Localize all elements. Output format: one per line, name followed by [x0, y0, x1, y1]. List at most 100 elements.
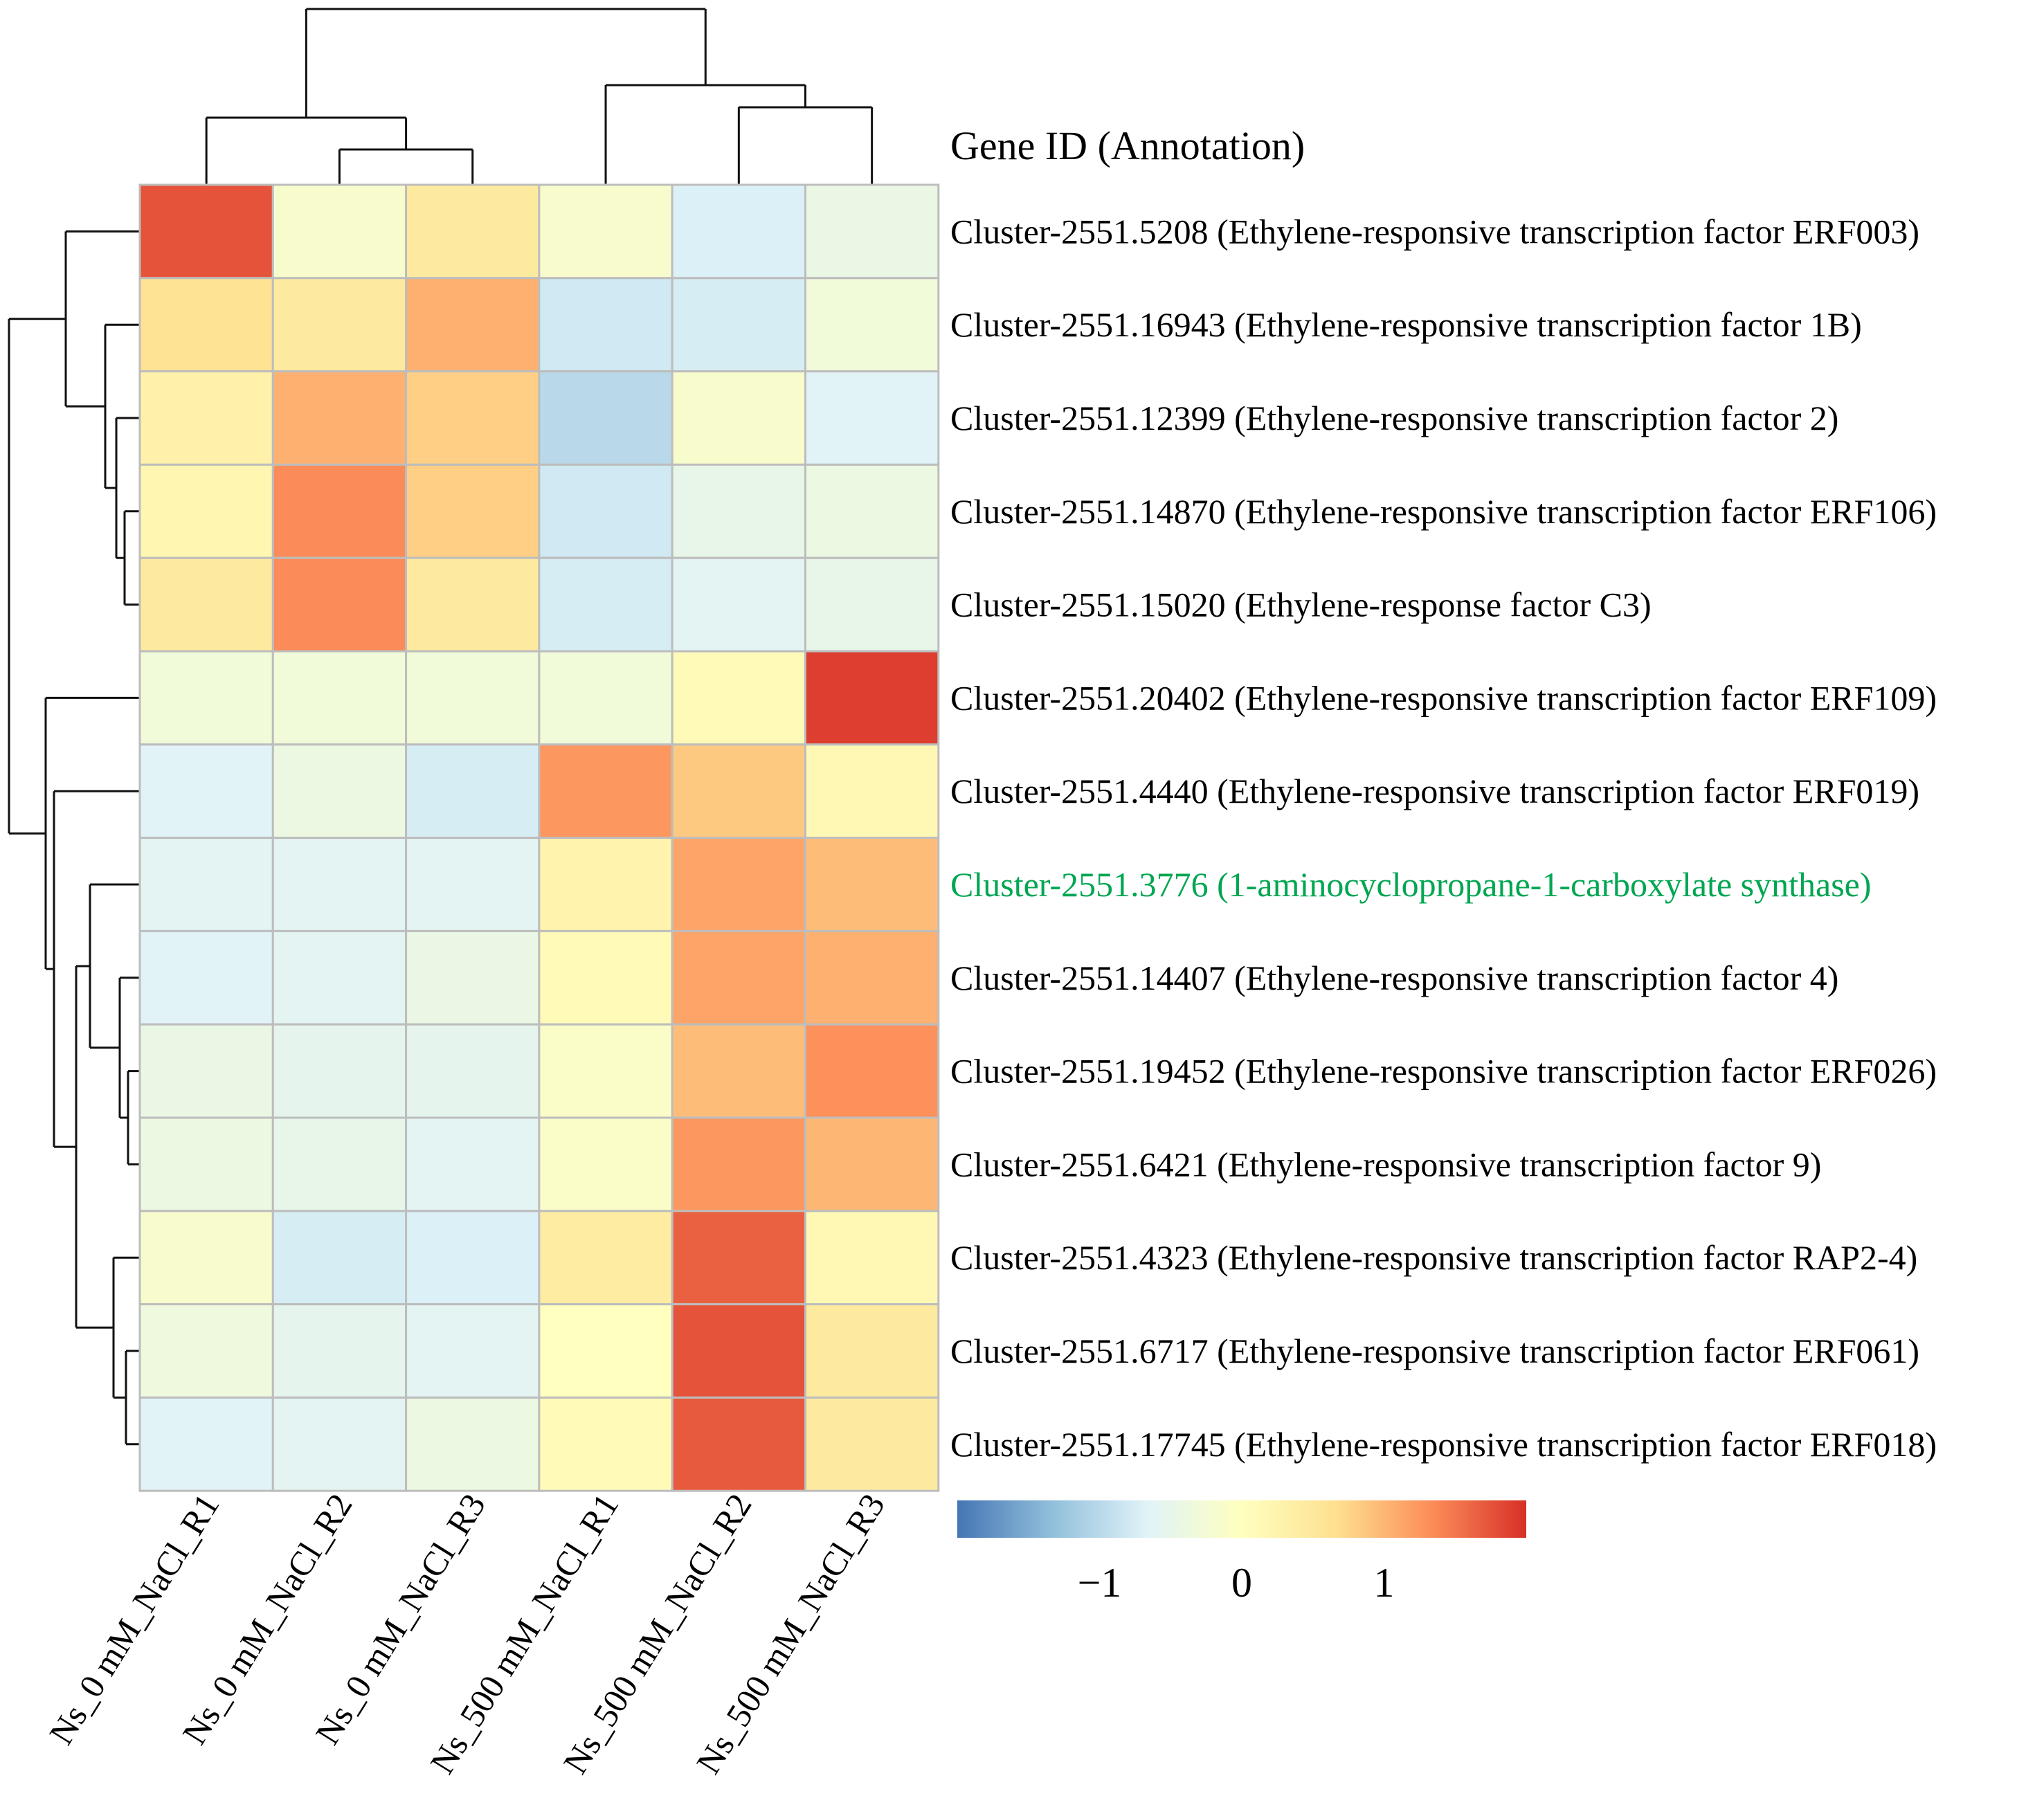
heatmap-cell: [405, 370, 541, 466]
heatmap-cell: [671, 556, 807, 653]
row-dendrogram: [8, 230, 140, 1446]
row-label: Cluster-2551.4440 (Ethylene-responsive t…: [950, 772, 1919, 810]
heatmap-cell: [138, 1396, 274, 1492]
color-legend-tick-label: 1: [1374, 1560, 1395, 1606]
heatmap-cell: [405, 1116, 541, 1213]
heatmap-cell: [671, 463, 807, 559]
color-legend-ticks: −1 0 1: [1078, 1560, 1395, 1606]
heatmap-cell: [538, 837, 673, 932]
heatmap-cell: [271, 1396, 408, 1492]
heatmap-cell: [271, 277, 408, 373]
heatmap-cell: [804, 370, 940, 466]
heatmap-cell: [271, 743, 408, 839]
heatmap-cell: [138, 837, 274, 932]
heatmap-cell: [138, 1210, 274, 1306]
heatmap-cell: [804, 650, 940, 746]
heatmap-cell: [405, 183, 541, 280]
heatmap-cell: [538, 463, 673, 559]
heatmap-cell: [804, 929, 940, 1026]
heatmap-cell: [671, 1210, 807, 1306]
row-label: Cluster-2551.14407 (Ethylene-responsive …: [950, 959, 1838, 997]
heatmap-cell: [405, 929, 541, 1026]
heatmap-cell: [538, 1116, 673, 1213]
heatmap-cell: [138, 183, 274, 280]
row-label: Cluster-2551.12399 (Ethylene-responsive …: [950, 399, 1838, 437]
column-dendrogram: [205, 8, 874, 185]
heatmap-cell: [405, 1023, 541, 1119]
color-legend: −1 0 1: [957, 1500, 1526, 1606]
row-label: Cluster-2551.4323 (Ethylene-responsive t…: [950, 1238, 1917, 1277]
heatmap-cell: [538, 1303, 673, 1399]
heatmap-cell: [671, 743, 807, 839]
row-label: Cluster-2551.5208 (Ethylene-responsive t…: [950, 212, 1919, 251]
heatmap-cell: [138, 1023, 274, 1119]
heatmap-cell: [538, 183, 673, 280]
heatmap-cell: [271, 650, 408, 746]
heatmap-cell: [405, 277, 541, 373]
heatmap-cell: [405, 743, 541, 839]
heatmap-cell: [138, 556, 274, 653]
heatmap-cell: [671, 183, 807, 280]
row-label: Cluster-2551.20402 (Ethylene-responsive …: [950, 678, 1937, 717]
row-label: Cluster-2551.17745 (Ethylene-responsive …: [950, 1425, 1937, 1464]
heatmap-cell: [804, 463, 940, 559]
color-legend-tick-label: 0: [1231, 1560, 1252, 1606]
heatmap-cell: [538, 1210, 673, 1306]
heatmap-cells: [138, 183, 940, 1492]
heatmap-cell: [138, 1116, 274, 1213]
heatmap-cell: [271, 463, 408, 559]
heatmap-cell: [138, 743, 274, 839]
heatmap-cell: [538, 929, 673, 1026]
heatmap-cell: [271, 1210, 408, 1306]
heatmap-cell: [671, 277, 807, 373]
heatmap-cell: [671, 1023, 807, 1119]
heatmap-cell: [671, 1396, 807, 1492]
heatmap-cell: [138, 929, 274, 1026]
heatmap-cell: [405, 556, 541, 653]
heatmap-cell: [804, 277, 940, 373]
heatmap-cell: [671, 1116, 807, 1213]
heatmap-cell: [138, 463, 274, 559]
heatmap-cell: [804, 743, 940, 839]
gene-id-header: Gene ID (Annotation): [950, 123, 1305, 168]
heatmap-cell: [671, 837, 807, 932]
heatmap-cell: [538, 650, 673, 746]
heatmap-cell: [804, 1116, 940, 1213]
heatmap-cell: [405, 650, 541, 746]
heatmap-cell: [804, 1210, 940, 1306]
row-labels: Cluster-2551.5208 (Ethylene-responsive t…: [950, 212, 1937, 1463]
heatmap-cell: [405, 1210, 541, 1306]
heatmap-cell: [804, 1396, 940, 1492]
color-legend-bar: [957, 1500, 1526, 1538]
heatmap-cell: [271, 556, 408, 653]
heatmap-cell: [538, 556, 673, 653]
heatmap-cell: [671, 1303, 807, 1399]
heatmap-cell: [271, 370, 408, 466]
heatmap-cell: [271, 929, 408, 1026]
heatmap-cell: [804, 1023, 940, 1119]
heatmap-cell: [138, 277, 274, 373]
heatmap-cell: [405, 837, 541, 932]
heatmap-cell: [671, 929, 807, 1026]
heatmap-cell: [405, 463, 541, 559]
heatmap-cell: [804, 556, 940, 653]
heatmap-cell: [271, 1303, 408, 1399]
heatmap-cell: [138, 370, 274, 466]
row-label-highlighted: Cluster-2551.3776 (1-aminocyclopropane-1…: [950, 865, 1872, 904]
heatmap-cell: [405, 1396, 541, 1492]
row-label: Cluster-2551.15020 (Ethylene-response fa…: [950, 585, 1652, 624]
heatmap-cell: [271, 837, 408, 932]
heatmap-cell: [804, 837, 940, 932]
heatmap-cell: [271, 1116, 408, 1213]
heatmap-cell: [804, 183, 940, 280]
heatmap-cell: [138, 650, 274, 746]
heatmap-cell: [538, 277, 673, 373]
heatmap-cell: [271, 1023, 408, 1119]
heatmap-cell: [671, 370, 807, 466]
row-label: Cluster-2551.6421 (Ethylene-responsive t…: [950, 1145, 1821, 1183]
color-legend-tick-label: −1: [1078, 1560, 1122, 1606]
heatmap-cell: [138, 1303, 274, 1399]
row-label: Cluster-2551.6717 (Ethylene-responsive t…: [950, 1332, 1919, 1370]
